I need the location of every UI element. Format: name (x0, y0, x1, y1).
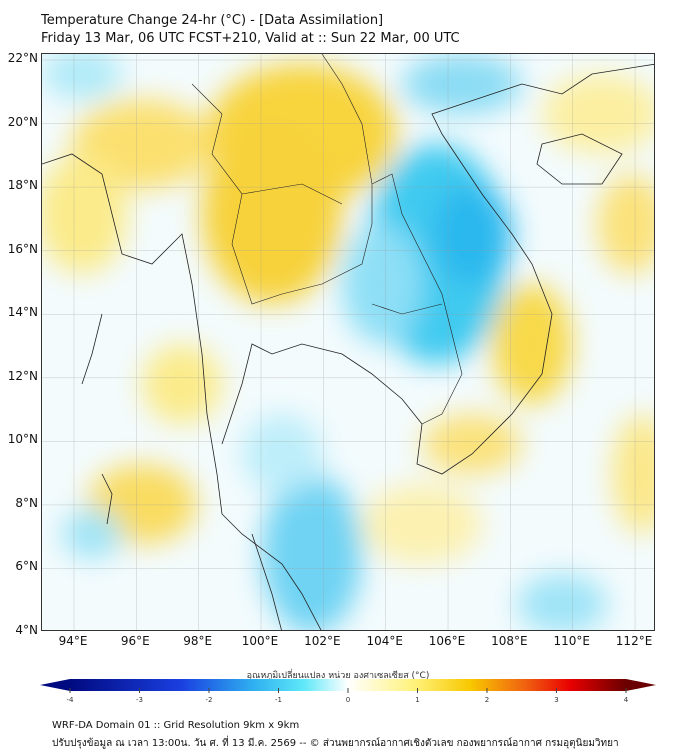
lon-label: 112°E (615, 634, 653, 648)
colorbar-tick-label: 4 (624, 696, 629, 704)
footer-update-info: ปรับปรุงข้อมูล ณ เวลา 13:00น. วัน ศ. ที่… (52, 738, 619, 749)
colorbar-max-arrow (626, 679, 656, 691)
colorbar-tick-label: 0 (346, 696, 350, 704)
lat-label: 4°N (15, 623, 38, 638)
footer-model-info: WRF-DA Domain 01 :: Grid Resolution 9km … (52, 720, 300, 731)
lat-label: 22°N (7, 51, 38, 65)
colorbar-tick-label: 1 (415, 696, 419, 704)
colorbar-tick-label: -4 (67, 696, 75, 704)
lon-label: 104°E (366, 634, 403, 648)
colorbar-tick-label: -3 (136, 696, 143, 704)
graticule (42, 54, 654, 630)
colorbar-tick-label: 3 (554, 696, 558, 704)
map-subtitle: Friday 13 Mar, 06 UTC FCST+210, Valid at… (41, 31, 460, 46)
coastlines (42, 63, 654, 630)
lon-label: 106°E (428, 634, 466, 648)
lat-label: 10°N (7, 432, 38, 447)
lat-label: 18°N (7, 178, 38, 193)
lon-label: 108°E (491, 634, 528, 648)
lon-label: 98°E (183, 634, 213, 648)
colorbar-min-arrow (40, 679, 70, 691)
lon-label: 102°E (304, 634, 341, 648)
lon-label: 94°E (58, 634, 88, 648)
lon-label: 110°E (553, 634, 590, 648)
lat-label: 14°N (7, 305, 38, 320)
map-title: Temperature Change 24-hr (°C) - [Data As… (41, 13, 384, 28)
lat-label: 12°N (7, 368, 38, 383)
colorbar: -4 -3 -2 -1 0 1 2 3 4 (40, 679, 656, 704)
lat-label: 6°N (15, 559, 38, 574)
borders (191, 54, 463, 425)
temperature-change-map (41, 53, 655, 631)
lat-label: 16°N (7, 241, 38, 256)
colorbar-tick-label: -2 (206, 696, 213, 704)
lat-label: 20°N (7, 114, 38, 129)
lat-label: 8°N (15, 495, 38, 510)
colorbar-tick-label: -1 (275, 696, 282, 704)
lon-label: 100°E (241, 634, 279, 648)
temperature-field (42, 54, 654, 630)
map-canvas (42, 54, 654, 630)
colorbar-tick-label: 2 (485, 696, 489, 704)
colorbar-title: อุณหภูมิเปลี่ยนแปลง หน่วย องศาเซลเซียส (… (246, 671, 430, 681)
lon-label: 96°E (120, 634, 150, 648)
